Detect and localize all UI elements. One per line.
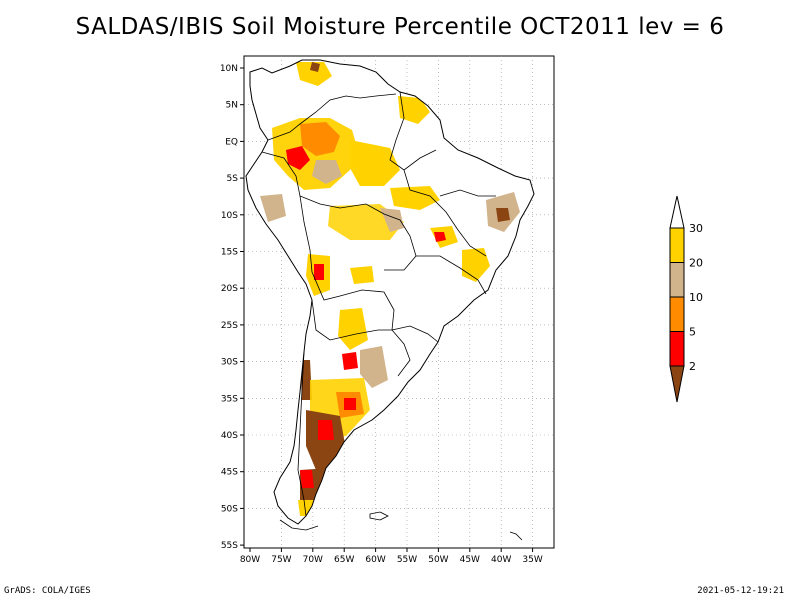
legend-label: 5	[689, 326, 696, 339]
shade-patagonia-south-red	[300, 470, 314, 488]
shade-central-argentina-red	[344, 398, 356, 410]
shade-chaco	[350, 266, 374, 284]
shade-amazon-red	[286, 146, 310, 170]
shade-patagonia-red	[318, 420, 334, 440]
x-tick-label: 75W	[271, 555, 291, 565]
border-uruguay	[391, 325, 439, 343]
shade-peru-tan	[260, 194, 286, 222]
border-brazil-states-2	[439, 189, 496, 197]
shade-central-amazon	[350, 140, 400, 186]
shade-north-argentina	[338, 308, 368, 350]
shade-guianas	[398, 96, 430, 124]
shade-bahia-brown	[496, 208, 510, 222]
border-bolivia-paraguay	[299, 195, 395, 331]
shade-goias-red	[434, 232, 446, 242]
x-tick-label: 35W	[522, 555, 542, 565]
falkland-islands	[369, 511, 389, 521]
x-tick-label: 40W	[491, 555, 511, 565]
shade-minas	[462, 248, 490, 282]
border-guianas	[389, 91, 437, 171]
border-brazil-states-3	[416, 255, 487, 295]
border-brazil-states-1	[403, 169, 487, 257]
y-tick-label: 5S	[227, 174, 239, 184]
shade-amazon-orange	[300, 122, 340, 156]
y-tick-label: 25S	[221, 321, 238, 331]
y-tick-label: 55S	[221, 541, 238, 551]
country-borders	[261, 91, 496, 517]
shade-para	[390, 186, 440, 210]
shade-pampas-tan	[360, 346, 388, 388]
footer-timestamp: 2021-05-12-19:21	[697, 586, 784, 596]
y-tick-label: 15S	[221, 248, 238, 258]
latitude-axis: 10N 5N EQ 5S 10S 15S 20S 25S 30S 35S 40S 45S 50S 55S	[220, 64, 244, 551]
map-title: SALDAS/IBIS Soil Moisture Percentile OCT…	[75, 14, 725, 40]
border-chile-argentina	[297, 351, 307, 517]
x-tick-label: 65W	[334, 555, 354, 565]
legend-label: 2	[689, 360, 696, 373]
y-tick-label: EQ	[225, 137, 238, 147]
south-georgia	[509, 531, 523, 541]
y-tick-label: 30S	[221, 358, 238, 368]
shade-venezuela-brown	[310, 62, 320, 72]
longitude-axis: 80W 75W 70W 65W 60W 55W 50W 45W 40W 35W	[240, 548, 543, 565]
x-tick-label: 60W	[365, 555, 385, 565]
plot-frame	[243, 55, 555, 549]
border-north	[267, 93, 397, 141]
shade-pampas-red	[342, 352, 358, 370]
x-tick-label: 70W	[303, 555, 323, 565]
x-tick-label: 50W	[428, 555, 448, 565]
legend-label: 30	[689, 222, 703, 235]
legend: 30 20 10 5 2	[669, 195, 703, 403]
legend-bin-below-2	[669, 365, 685, 403]
y-tick-label: 10S	[221, 211, 238, 221]
x-tick-label: 80W	[240, 555, 260, 565]
y-tick-label: 45S	[221, 468, 238, 478]
x-tick-label: 55W	[397, 555, 417, 565]
legend-bin-10-20	[669, 262, 685, 298]
x-tick-label: 45W	[460, 555, 480, 565]
legend-label: 20	[689, 257, 703, 270]
shade-venezuela	[296, 62, 332, 86]
shade-amazon-tan	[312, 160, 342, 184]
coastline	[245, 59, 535, 525]
y-tick-label: 20S	[221, 284, 238, 294]
legend-bin-2-5	[669, 331, 685, 367]
legend-bin-20-30	[669, 227, 685, 263]
legend-bin-above-30	[669, 195, 685, 229]
y-tick-label: 35S	[221, 394, 238, 404]
y-tick-label: 10N	[220, 64, 238, 74]
tierra-del-fuego	[279, 519, 319, 531]
legend-label: 10	[689, 291, 703, 304]
shade-bolivia-red	[314, 264, 324, 280]
y-tick-label: 5N	[226, 101, 238, 111]
footer-credit: GrADS: COLA/IGES	[4, 586, 91, 596]
y-tick-label: 40S	[221, 431, 238, 441]
border-argentina-north	[311, 299, 411, 377]
y-tick-label: 50S	[221, 504, 238, 514]
percentile-shading	[260, 62, 520, 516]
legend-bin-5-10	[669, 296, 685, 332]
shade-mato-grosso-tan	[380, 208, 404, 232]
